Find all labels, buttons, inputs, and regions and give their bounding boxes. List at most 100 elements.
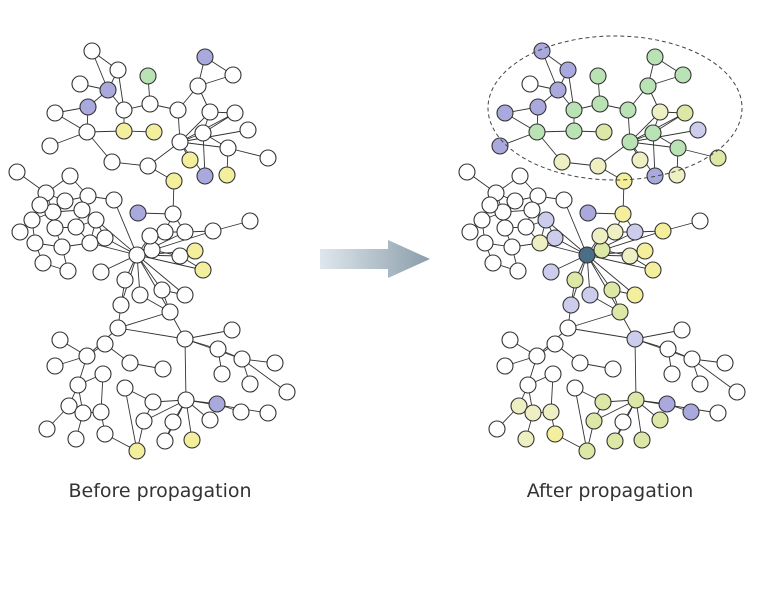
before-node <box>34 254 52 272</box>
before-node <box>78 123 96 141</box>
after-node <box>615 172 633 190</box>
after-node <box>644 261 662 279</box>
before-node <box>169 101 187 119</box>
before-node <box>60 397 78 415</box>
before-node <box>204 222 222 240</box>
after-node <box>559 61 577 79</box>
caption-before: Before propagation <box>68 480 252 502</box>
before-node <box>59 262 77 280</box>
after-node <box>663 365 681 383</box>
after-node <box>654 222 672 240</box>
before-node <box>219 139 237 157</box>
before-node <box>46 104 64 122</box>
after-node <box>566 379 584 397</box>
before-node <box>161 303 179 321</box>
before-node <box>165 172 183 190</box>
before-node <box>79 98 97 116</box>
before-node <box>38 420 56 438</box>
after-node <box>481 196 499 214</box>
after-node <box>673 321 691 339</box>
after-node <box>619 101 637 119</box>
after-node <box>528 347 546 365</box>
after-node <box>506 192 524 210</box>
before-edge <box>184 338 187 401</box>
before-node <box>69 376 87 394</box>
after-node <box>542 263 560 281</box>
before-node <box>278 383 296 401</box>
after-node <box>674 66 692 84</box>
network-before <box>8 42 296 460</box>
after-node <box>476 234 494 252</box>
before-node <box>176 286 194 304</box>
before-node <box>41 137 59 155</box>
after-node <box>473 211 491 229</box>
after-node <box>683 350 701 368</box>
before-node <box>196 48 214 66</box>
before-node <box>156 432 174 450</box>
after-node <box>639 77 657 95</box>
after-edge <box>545 219 588 256</box>
after-node <box>676 104 694 122</box>
after-edge <box>563 199 588 256</box>
after-node <box>562 296 580 314</box>
before-node <box>153 281 171 299</box>
before-node <box>208 395 226 413</box>
after-node <box>581 286 599 304</box>
before-node <box>99 81 117 99</box>
module-highlight-ellipse <box>487 35 743 181</box>
before-node <box>74 404 92 422</box>
after-node <box>626 286 644 304</box>
before-edge <box>136 254 186 296</box>
before-node <box>128 246 146 264</box>
before-node <box>218 166 236 184</box>
before-node <box>154 360 172 378</box>
after-node <box>546 335 564 353</box>
before-edge <box>179 129 249 143</box>
after-node <box>521 75 539 93</box>
after-node <box>669 139 687 157</box>
after-node <box>461 223 479 241</box>
before-node <box>144 393 162 411</box>
after-node <box>566 271 584 289</box>
after-node <box>659 340 677 358</box>
after-node <box>636 242 654 260</box>
before-node <box>145 123 163 141</box>
before-node <box>96 425 114 443</box>
after-edge <box>635 399 719 414</box>
after-node <box>517 430 535 448</box>
before-node <box>128 442 146 460</box>
after-node <box>716 354 734 372</box>
after-node <box>565 101 583 119</box>
after-node <box>682 403 700 421</box>
after-node <box>529 98 547 116</box>
before-node <box>44 203 62 221</box>
before-node <box>139 67 157 85</box>
before-edge <box>241 358 288 393</box>
after-node <box>614 205 632 223</box>
before-node <box>116 271 134 289</box>
before-node <box>46 219 64 237</box>
before-node <box>135 412 153 430</box>
propagation-arrow-icon <box>320 240 430 278</box>
before-node <box>266 354 284 372</box>
after-node <box>709 149 727 167</box>
after-node <box>691 375 709 393</box>
after-node <box>658 395 676 413</box>
before-node <box>259 149 277 167</box>
after-node <box>578 246 596 264</box>
after-node <box>458 163 476 181</box>
after-node <box>523 201 541 219</box>
before-node <box>56 192 74 210</box>
before-node <box>112 296 130 314</box>
before-node <box>96 229 114 247</box>
before-node <box>239 121 257 139</box>
after-node <box>689 121 707 139</box>
before-node <box>67 218 85 236</box>
before-edge <box>185 399 269 414</box>
after-node <box>611 303 629 321</box>
after-node <box>544 365 562 383</box>
after-node <box>626 223 644 241</box>
after-node <box>627 391 645 409</box>
after-edge <box>574 387 588 452</box>
after-edge <box>634 338 637 401</box>
